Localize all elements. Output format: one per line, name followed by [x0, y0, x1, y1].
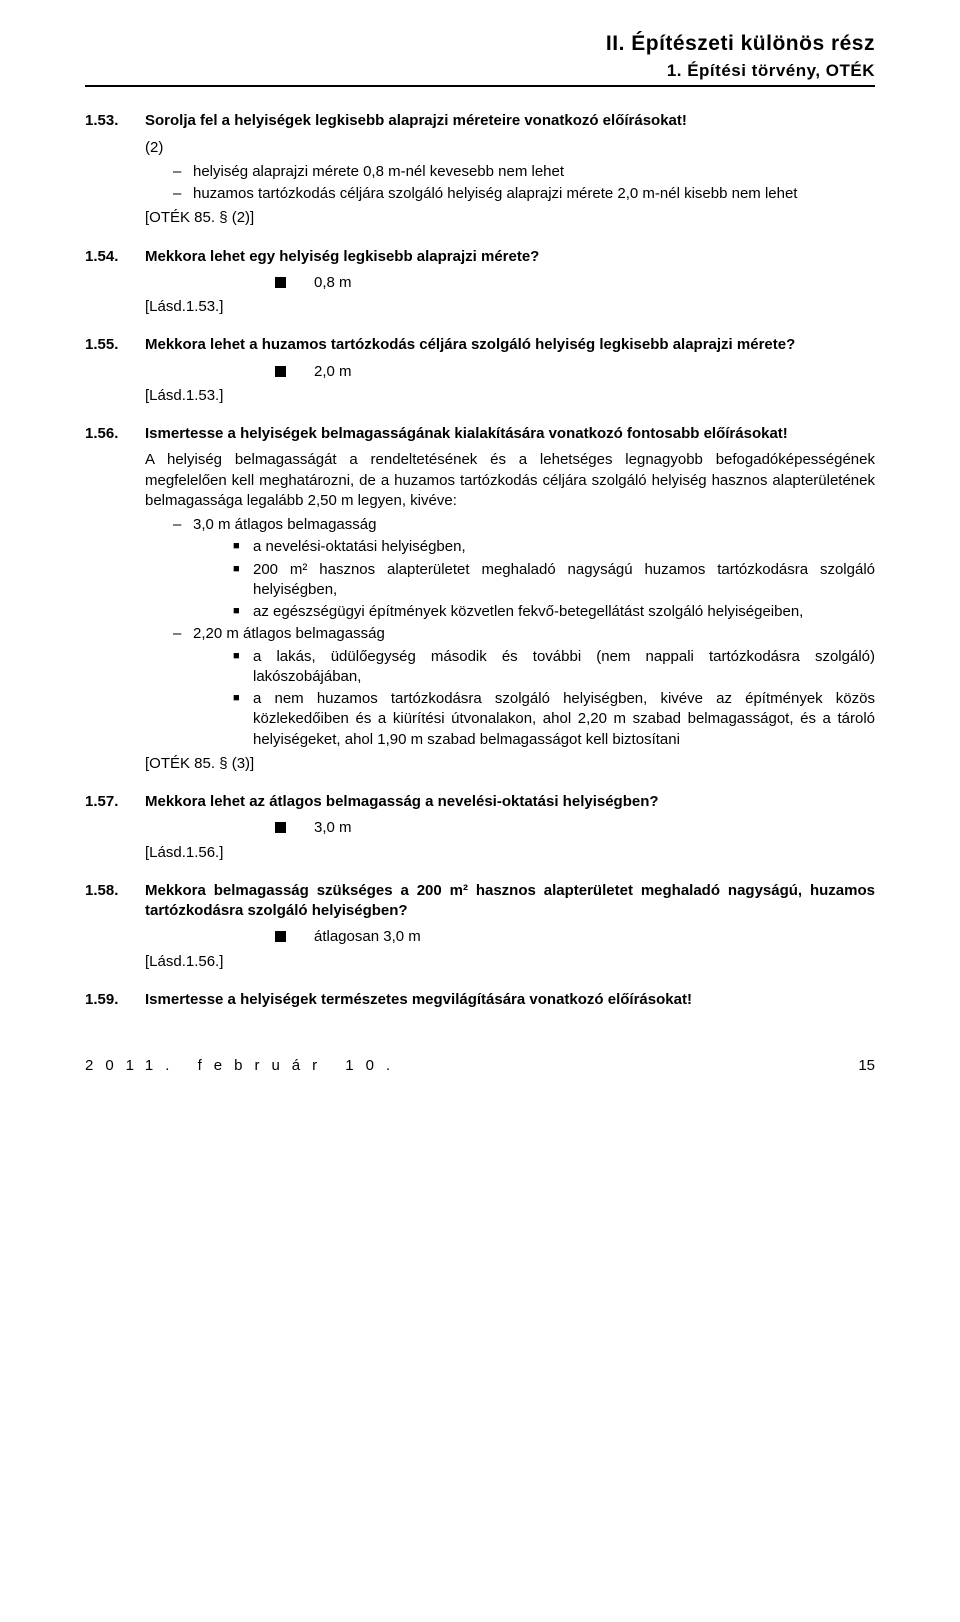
answer-text: átlagosan 3,0 m — [314, 927, 421, 947]
list-item-text: a lakás, üdülőegység második és további … — [253, 647, 875, 688]
question-body: Mekkora lehet az átlagos belmagasság a n… — [145, 792, 875, 867]
square-bullet-icon — [275, 931, 286, 942]
dash-icon: – — [173, 515, 193, 535]
list-item: ■a nem huzamos tartózkodásra szolgáló he… — [233, 689, 875, 750]
square-bullet-icon — [275, 822, 286, 833]
list-item-text: helyiség alaprajzi mérete 0,8 m-nél keve… — [193, 162, 875, 182]
citation: [Lásd.1.53.] — [145, 386, 875, 406]
question-number: 1.57. — [85, 792, 145, 867]
answer: átlagosan 3,0 m — [275, 927, 875, 947]
question-number: 1.53. — [85, 111, 145, 232]
header-chapter-title: 1. Építési törvény, OTÉK — [85, 60, 875, 83]
question-text: Mekkora belmagasság szükséges a 200 m² h… — [145, 881, 875, 922]
list-item-text: 3,0 m átlagos belmagasság — [193, 515, 875, 535]
list-item-text: az egészségügyi építmények közvetlen fek… — [253, 602, 875, 622]
footer-page-number: 15 — [858, 1056, 875, 1076]
square-icon: ■ — [233, 691, 253, 752]
question-body: Mekkora lehet egy helyiség legkisebb ala… — [145, 247, 875, 322]
question-body: Ismertesse a helyiségek belmagasságának … — [145, 424, 875, 778]
list-item: –helyiség alaprajzi mérete 0,8 m-nél kev… — [173, 162, 875, 182]
square-bullet-icon — [275, 366, 286, 377]
footer-date: 2011. február 10. — [85, 1056, 402, 1076]
citation: [OTÉK 85. § (2)] — [145, 208, 875, 228]
square-list: ■a lakás, üdülőegység második és további… — [233, 647, 875, 750]
question-text: Ismertesse a helyiségek belmagasságának … — [145, 424, 875, 444]
list-item: –2,20 m átlagos belmagasság — [173, 624, 875, 644]
list-item-text: huzamos tartózkodás céljára szolgáló hel… — [193, 184, 875, 204]
answer: 3,0 m — [275, 818, 875, 838]
list-item-text: 2,20 m átlagos belmagasság — [193, 624, 875, 644]
question-text: Mekkora lehet egy helyiség legkisebb ala… — [145, 247, 875, 267]
square-icon: ■ — [233, 562, 253, 603]
page-footer: 2011. február 10. 15 — [85, 1056, 875, 1076]
question-body: Ismertesse a helyiségek természetes megv… — [145, 990, 875, 1016]
dash-icon: – — [173, 162, 193, 182]
list-item: –huzamos tartózkodás céljára szolgáló he… — [173, 184, 875, 204]
citation: [Lásd.1.56.] — [145, 843, 875, 863]
dash-icon: – — [173, 184, 193, 204]
qa-item: 1.55. Mekkora lehet a huzamos tartózkodá… — [85, 335, 875, 410]
square-bullet-icon — [275, 277, 286, 288]
square-icon: ■ — [233, 539, 253, 559]
question-number: 1.54. — [85, 247, 145, 322]
dash-icon: – — [173, 624, 193, 644]
header-section-title: II. Építészeti különös rész — [85, 30, 875, 58]
list-item: ■az egészségügyi építmények közvetlen fe… — [233, 602, 875, 622]
question-number: 1.56. — [85, 424, 145, 778]
page-header: II. Építészeti különös rész 1. Építési t… — [85, 30, 875, 87]
citation: [Lásd.1.53.] — [145, 297, 875, 317]
list-item-text: a nem huzamos tartózkodásra szolgáló hel… — [253, 689, 875, 750]
answer: 2,0 m — [275, 362, 875, 382]
answer-text: 0,8 m — [314, 273, 352, 293]
question-text: Mekkora lehet a huzamos tartózkodás célj… — [145, 335, 875, 355]
question-body: Mekkora lehet a huzamos tartózkodás célj… — [145, 335, 875, 410]
question-body: Sorolja fel a helyiségek legkisebb alapr… — [145, 111, 875, 232]
qa-item: 1.54. Mekkora lehet egy helyiség legkise… — [85, 247, 875, 322]
question-number: 1.59. — [85, 990, 145, 1016]
qa-item: 1.56. Ismertesse a helyiségek belmagassá… — [85, 424, 875, 778]
list-item: ■200 m² hasznos alapterületet meghaladó … — [233, 560, 875, 601]
citation: [OTÉK 85. § (3)] — [145, 754, 875, 774]
dash-list: –3,0 m átlagos belmagasság ■a nevelési-o… — [173, 515, 875, 750]
list-item-text: a nevelési-oktatási helyiségben, — [253, 537, 875, 557]
list-item: –3,0 m átlagos belmagasság — [173, 515, 875, 535]
list-item: ■a nevelési-oktatási helyiségben, — [233, 537, 875, 557]
qa-item: 1.53. Sorolja fel a helyiségek legkisebb… — [85, 111, 875, 232]
square-icon: ■ — [233, 649, 253, 690]
paragraph-ref: (2) — [145, 138, 875, 158]
question-number: 1.55. — [85, 335, 145, 410]
qa-item: 1.57. Mekkora lehet az átlagos belmagass… — [85, 792, 875, 867]
citation: [Lásd.1.56.] — [145, 952, 875, 972]
answer-text: 3,0 m — [314, 818, 352, 838]
question-body: Mekkora belmagasság szükséges a 200 m² h… — [145, 881, 875, 976]
list-item: ■a lakás, üdülőegység második és további… — [233, 647, 875, 688]
question-text: Ismertesse a helyiségek természetes megv… — [145, 990, 875, 1010]
qa-item: 1.58. Mekkora belmagasság szükséges a 20… — [85, 881, 875, 976]
square-list: ■a nevelési-oktatási helyiségben, ■200 m… — [233, 537, 875, 622]
question-text: Mekkora lehet az átlagos belmagasság a n… — [145, 792, 875, 812]
paragraph-text: A helyiség belmagasságát a rendeltetésén… — [145, 450, 875, 511]
square-icon: ■ — [233, 604, 253, 624]
answer-text: 2,0 m — [314, 362, 352, 382]
list-item-text: 200 m² hasznos alapterületet meghaladó n… — [253, 560, 875, 601]
question-text: Sorolja fel a helyiségek legkisebb alapr… — [145, 111, 875, 131]
question-number: 1.58. — [85, 881, 145, 976]
dash-list: –helyiség alaprajzi mérete 0,8 m-nél kev… — [173, 162, 875, 205]
answer: 0,8 m — [275, 273, 875, 293]
qa-item: 1.59. Ismertesse a helyiségek természete… — [85, 990, 875, 1016]
